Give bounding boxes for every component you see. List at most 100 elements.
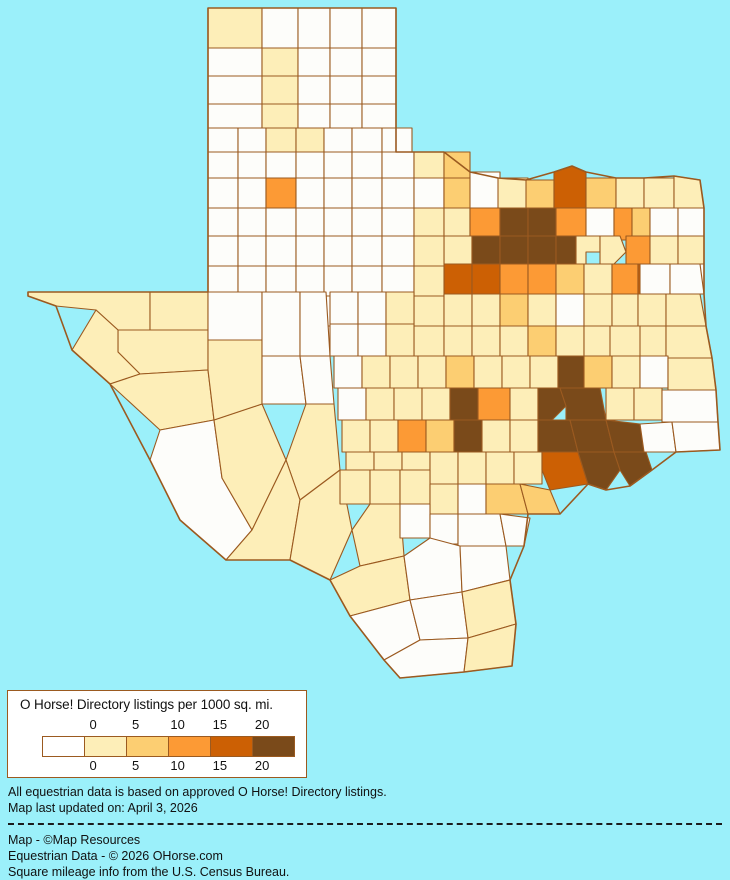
county [207, 127, 239, 153]
county [525, 179, 555, 209]
county [403, 537, 463, 601]
texas-outline [27, 7, 721, 679]
county [643, 177, 675, 209]
county [417, 355, 447, 389]
county [425, 419, 455, 453]
county [499, 263, 529, 295]
county [599, 235, 627, 265]
county [397, 419, 427, 453]
legend-tick: 10 [170, 758, 185, 773]
county [639, 421, 677, 453]
legend-ticks-top: 0 5 10 15 20 [42, 717, 295, 734]
county [473, 355, 503, 389]
county [237, 177, 267, 209]
county [499, 293, 529, 327]
county [109, 369, 215, 431]
county [299, 291, 331, 357]
legend-swatch-1 [85, 737, 127, 756]
legend-tick: 10 [170, 717, 185, 732]
legend-swatch-0 [43, 737, 85, 756]
county [555, 235, 577, 265]
county [443, 177, 473, 209]
legend-tick: 5 [131, 717, 140, 732]
county [471, 235, 501, 265]
county [529, 355, 559, 389]
texas-choropleth-map [27, 7, 721, 679]
county [499, 235, 529, 265]
county [471, 293, 501, 327]
county [295, 207, 325, 237]
county [265, 235, 297, 267]
legend-color-bar [42, 736, 295, 757]
county [583, 293, 613, 327]
county [295, 127, 325, 153]
county [357, 291, 387, 325]
county [471, 325, 501, 357]
county [207, 7, 263, 49]
county [323, 265, 353, 297]
county [323, 151, 353, 179]
county [323, 127, 353, 153]
county [385, 291, 415, 325]
county [605, 387, 635, 421]
county [421, 387, 451, 421]
county [639, 355, 669, 389]
county [469, 207, 501, 241]
county [381, 151, 415, 179]
county [237, 265, 267, 297]
legend-swatch-4 [211, 737, 253, 756]
county [613, 451, 653, 487]
map-legend: O Horse! Directory listings per 1000 sq.… [7, 690, 307, 778]
legend-tick: 15 [212, 758, 228, 773]
county [429, 483, 459, 515]
county [207, 177, 239, 209]
county [553, 165, 587, 209]
county [237, 127, 267, 153]
county [207, 75, 263, 105]
county [631, 207, 651, 241]
legend-swatch-5 [253, 737, 294, 756]
county [611, 355, 641, 389]
county [341, 419, 371, 453]
county [527, 263, 557, 295]
county [381, 207, 415, 237]
legend-swatch-2 [127, 737, 169, 756]
county [323, 207, 353, 237]
county [497, 177, 529, 209]
county [381, 177, 415, 209]
county [361, 47, 397, 77]
county [677, 235, 705, 265]
county [207, 47, 263, 77]
county [351, 127, 383, 153]
legend-tick: 20 [254, 758, 270, 773]
county [537, 387, 567, 421]
county [399, 469, 431, 505]
county [295, 151, 325, 179]
county [261, 103, 299, 129]
county [499, 325, 529, 357]
county [351, 235, 383, 267]
county [527, 325, 557, 357]
county [409, 591, 469, 641]
county [413, 265, 445, 297]
county [661, 389, 719, 423]
footer-map-credit: Map - ©Map Resources [8, 833, 141, 847]
footer: All equestrian data is based on approved… [8, 784, 723, 880]
county [649, 235, 679, 265]
footer-data-credit: Equestrian Data - © 2026 OHorse.com [8, 849, 223, 863]
county [555, 263, 585, 295]
county [265, 127, 297, 153]
county [665, 293, 707, 327]
county [329, 291, 359, 325]
county [667, 357, 717, 391]
county [393, 387, 423, 421]
county [413, 177, 445, 209]
county [527, 207, 557, 241]
county [389, 355, 419, 389]
county [501, 355, 531, 389]
county [485, 451, 515, 485]
county [361, 7, 397, 49]
county [297, 75, 331, 105]
legend-title: O Horse! Directory listings per 1000 sq.… [20, 697, 273, 712]
county [671, 421, 721, 453]
